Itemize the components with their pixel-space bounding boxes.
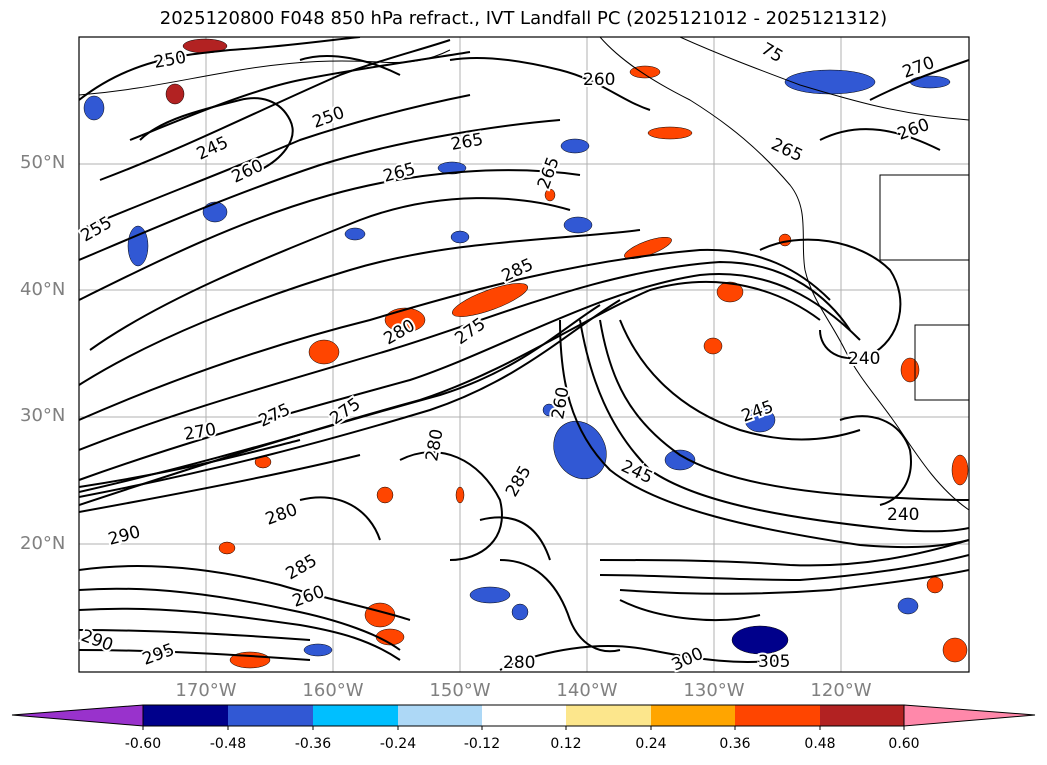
colorbar bbox=[11, 704, 1036, 730]
lon-label: 140°W bbox=[556, 680, 618, 701]
colorbar-segment bbox=[566, 705, 651, 726]
colorbar-segment bbox=[820, 705, 904, 726]
colorbar-tick-label: -0.12 bbox=[463, 736, 501, 752]
colorbar-tick-label: 0.60 bbox=[888, 736, 920, 752]
colorbar-segment bbox=[735, 705, 820, 726]
colorbar-max-arrow bbox=[903, 704, 1036, 727]
contour-label: 305 bbox=[758, 652, 790, 672]
map-plot-area bbox=[79, 37, 969, 672]
colorbar-segment bbox=[651, 705, 735, 726]
colorbar-segment bbox=[313, 705, 398, 726]
lat-label: 20°N bbox=[20, 533, 66, 554]
contour-label: 240 bbox=[848, 349, 880, 369]
colorbar-tick-label: 0.24 bbox=[635, 736, 667, 752]
contour-label: 250 bbox=[152, 48, 187, 73]
map-frame bbox=[78, 36, 970, 673]
contour-label: 240 bbox=[887, 505, 919, 525]
colorbar-tick-label: -0.24 bbox=[379, 736, 417, 752]
colorbar-tick-label: -0.36 bbox=[294, 736, 332, 752]
colorbar-tick-label: 0.12 bbox=[550, 736, 582, 752]
lon-label: 130°W bbox=[683, 680, 745, 701]
lat-label: 40°N bbox=[20, 279, 66, 300]
contour-label: 260 bbox=[548, 385, 573, 420]
colorbar-tick-label: -0.60 bbox=[124, 736, 162, 752]
lon-label: 160°W bbox=[302, 680, 364, 701]
contour-label: 280 bbox=[503, 653, 535, 673]
contour-label: 260 bbox=[583, 70, 615, 90]
lon-label: 170°W bbox=[175, 680, 237, 701]
lat-label: 50°N bbox=[20, 152, 66, 173]
colorbar-tick-label: 0.36 bbox=[719, 736, 751, 752]
lon-label: 120°W bbox=[810, 680, 872, 701]
lon-label: 150°W bbox=[429, 680, 491, 701]
colorbar-tick-label: 0.48 bbox=[804, 736, 836, 752]
colorbar-segment bbox=[398, 705, 482, 726]
contour-lines bbox=[79, 37, 969, 671]
colorbar-segment bbox=[143, 705, 228, 726]
colorbar-min-arrow bbox=[11, 704, 144, 727]
colorbar-segment bbox=[228, 705, 313, 726]
colorbar-segment bbox=[482, 705, 566, 726]
coastline bbox=[79, 37, 969, 511]
colorbar-tick-label: -0.48 bbox=[209, 736, 247, 752]
map-title: 2025120800 F048 850 hPa refract., IVT La… bbox=[159, 8, 888, 29]
lat-label: 30°N bbox=[20, 405, 66, 426]
